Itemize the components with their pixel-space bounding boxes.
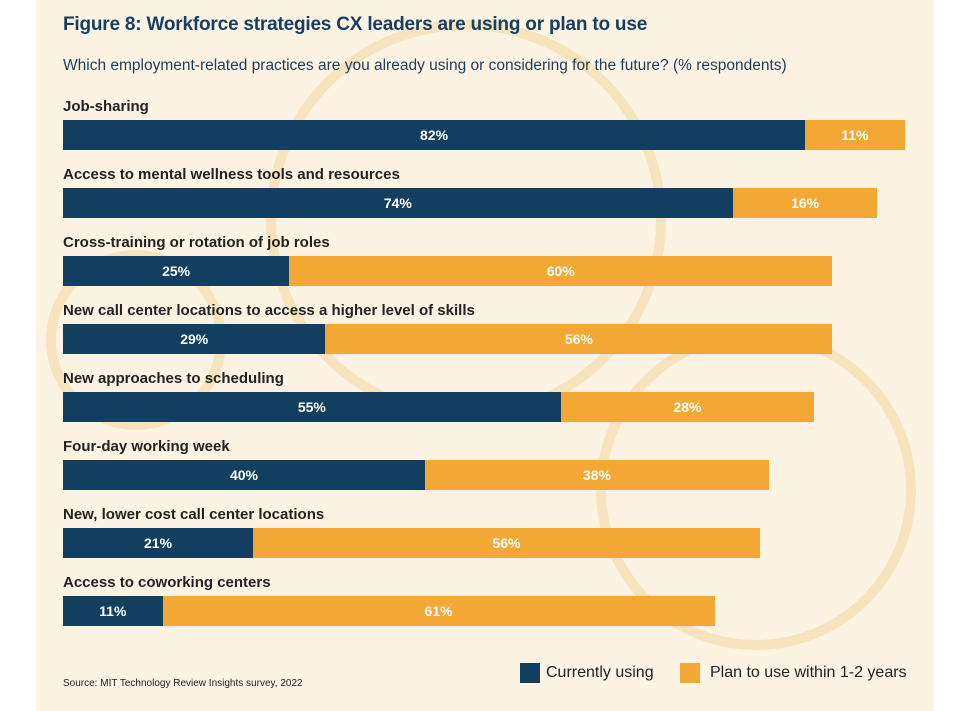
category-label: New, lower cost call center locations [63, 506, 325, 523]
data-label: 60% [546, 263, 575, 279]
category-label: New approaches to scheduling [63, 370, 284, 387]
chart-subtitle: Which employment-related practices are y… [63, 57, 787, 74]
bar-plan-to-use: 61% [162, 596, 715, 626]
data-label: 28% [673, 399, 702, 415]
data-label: 40% [229, 467, 259, 483]
data-label: 56% [492, 535, 521, 551]
chart-title: Figure 8: Workforce strategies CX leader… [63, 14, 648, 35]
legend-swatch-plan-to-use [680, 663, 700, 683]
data-label: 74% [383, 195, 412, 211]
data-label: 21% [144, 535, 173, 551]
bar-plan-to-use: 60% [289, 256, 833, 286]
bar-currently-using: 55% [63, 392, 561, 422]
category-label: Four-day working week [63, 438, 230, 455]
data-label: 25% [162, 263, 191, 279]
bar-currently-using: 25% [63, 256, 290, 286]
bar-plan-to-use: 56% [325, 324, 833, 354]
bar-currently-using: 11% [63, 596, 163, 626]
bar-currently-using: 82% [63, 120, 806, 150]
category-label: Access to coworking centers [63, 574, 271, 591]
bar-plan-to-use: 16% [732, 188, 878, 218]
data-label: 56% [564, 331, 593, 347]
data-label: 11% [99, 603, 127, 619]
legend-label-currently-using: Currently using [546, 664, 654, 681]
category-label: Cross-training or rotation of job roles [63, 234, 330, 251]
bar-currently-using: 40% [63, 460, 425, 490]
data-label: 82% [420, 127, 449, 143]
data-label: 55% [297, 399, 326, 415]
bar-currently-using: 29% [63, 324, 326, 354]
chart-panel [36, 0, 934, 711]
legend-label-plan-to-use: Plan to use within 1-2 years [710, 664, 907, 681]
source-note: Source: MIT Technology Review Insights s… [63, 678, 303, 689]
data-label: 16% [791, 195, 820, 211]
category-label: Job-sharing [63, 98, 149, 115]
legend-swatch-currently-using [520, 663, 540, 683]
bar-plan-to-use: 56% [253, 528, 760, 558]
bar-plan-to-use: 38% [425, 460, 769, 490]
bar-plan-to-use: 28% [560, 392, 815, 422]
category-label: Access to mental wellness tools and reso… [63, 166, 400, 183]
bar-currently-using: 74% [63, 188, 733, 218]
bar-currently-using: 21% [63, 528, 254, 558]
bar-plan-to-use: 11% [805, 120, 905, 150]
category-label: New call center locations to access a hi… [63, 302, 475, 319]
data-label: 61% [424, 603, 453, 619]
data-label: 29% [180, 331, 209, 347]
data-label: 11% [841, 127, 869, 143]
data-label: 38% [582, 467, 611, 483]
background-decoration [266, 20, 666, 420]
